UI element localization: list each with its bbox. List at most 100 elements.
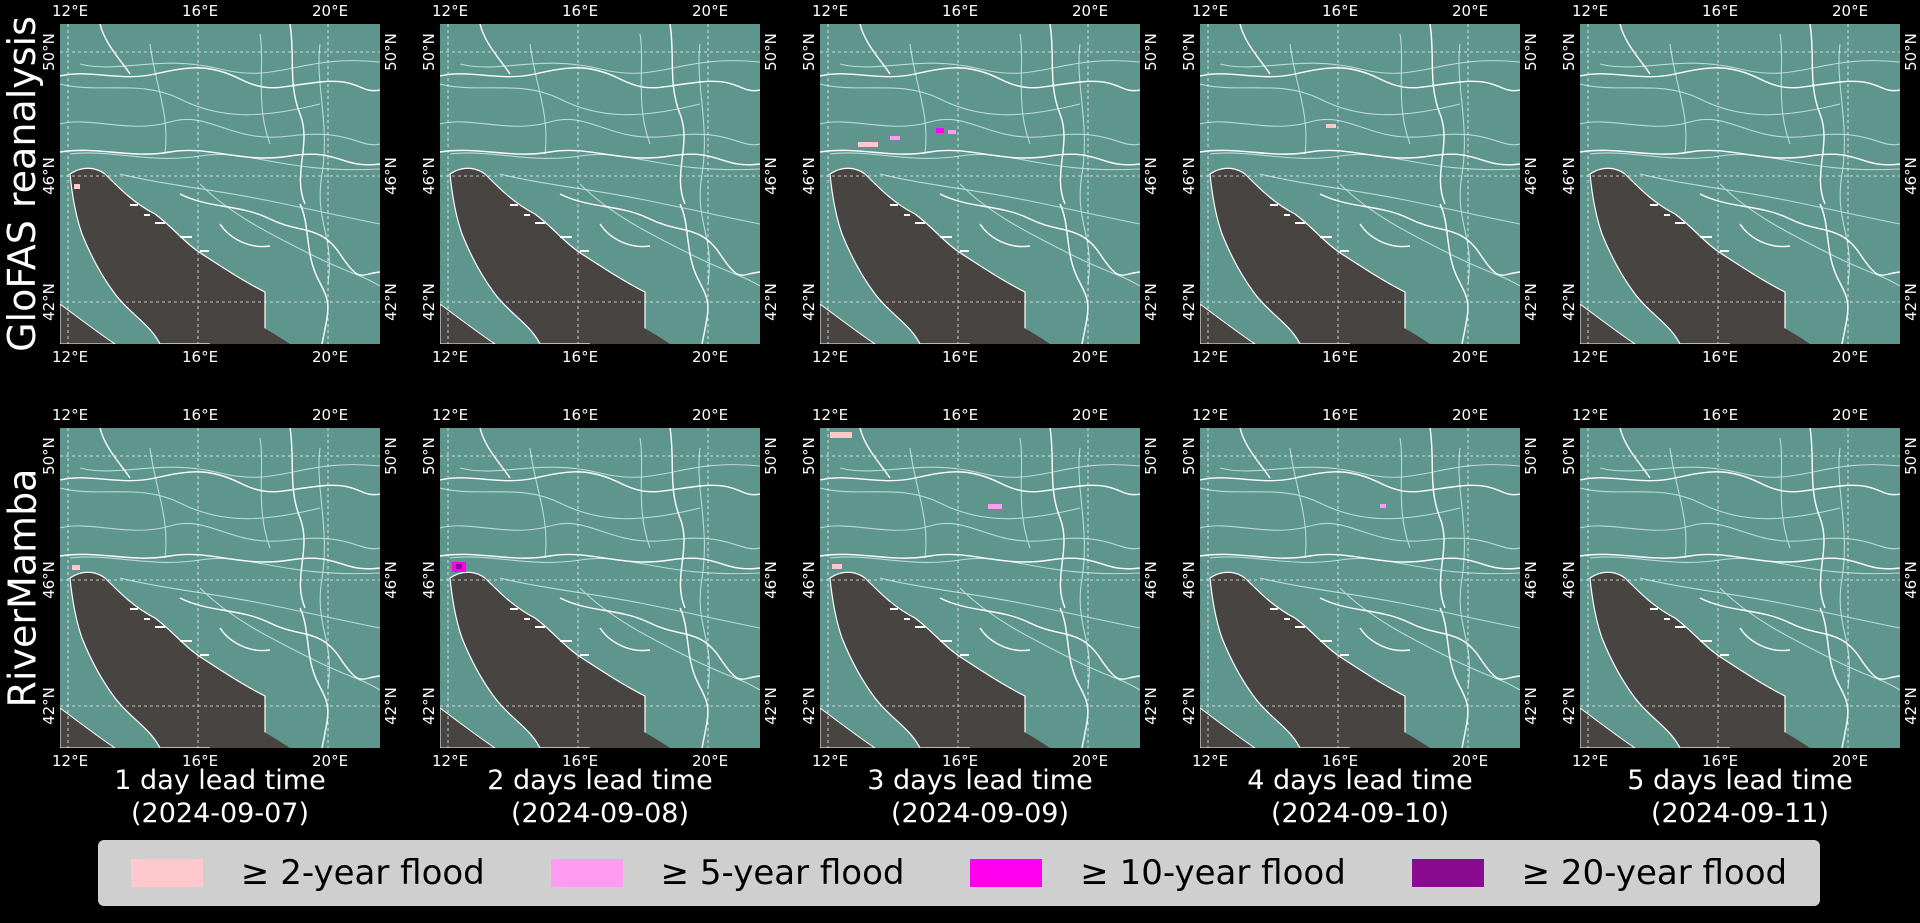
lead-time-label: 4 days lead time bbox=[1247, 765, 1473, 796]
lon-tick-label: 16°E bbox=[1322, 406, 1359, 424]
lat-tick-label: 42°N bbox=[800, 687, 818, 725]
lat-tick-label: 50°N bbox=[800, 33, 818, 71]
lon-tick-label: 16°E bbox=[1702, 2, 1739, 20]
legend-swatch-5yr bbox=[550, 859, 623, 887]
lon-tick-label: 20°E bbox=[1452, 752, 1489, 770]
lon-tick-label: 12°E bbox=[1192, 752, 1229, 770]
lon-tick-label: 20°E bbox=[1072, 348, 1109, 366]
map-panel bbox=[1580, 24, 1900, 344]
flood-marker bbox=[830, 432, 852, 438]
lat-tick-label: 42°N bbox=[1560, 687, 1578, 725]
legend-label-2yr: ≥ 2-year flood bbox=[240, 853, 485, 893]
lon-tick-label: 16°E bbox=[1702, 752, 1739, 770]
lat-tick-label: 50°N bbox=[800, 437, 818, 475]
flood-marker bbox=[936, 128, 944, 133]
map-panel bbox=[820, 428, 1140, 748]
lead-date-label: (2024-09-10) bbox=[1271, 798, 1449, 829]
lon-tick-label: 20°E bbox=[1452, 348, 1489, 366]
lat-tick-label: 46°N bbox=[1902, 157, 1920, 195]
lon-tick-label: 12°E bbox=[1572, 2, 1609, 20]
lon-tick-label: 16°E bbox=[942, 2, 979, 20]
lat-tick-label: 50°N bbox=[762, 33, 780, 71]
legend-swatch-10yr bbox=[970, 859, 1043, 887]
flood-marker bbox=[832, 564, 842, 569]
lat-tick-label: 50°N bbox=[1522, 33, 1540, 71]
flood-marker bbox=[890, 136, 900, 140]
column-caption: 4 days lead time (2024-09-10) bbox=[1170, 764, 1550, 830]
row-label-glofas: GloFAS reanalysis bbox=[0, 16, 44, 352]
lat-tick-label: 42°N bbox=[382, 283, 400, 321]
lat-tick-label: 50°N bbox=[1902, 33, 1920, 71]
lat-tick-label: 50°N bbox=[1560, 33, 1578, 71]
map-panel bbox=[440, 428, 760, 748]
lat-tick-label: 42°N bbox=[382, 687, 400, 725]
legend-label-10yr: ≥ 10-year flood bbox=[1080, 853, 1346, 893]
lat-tick-label: 50°N bbox=[1142, 437, 1160, 475]
lat-tick-label: 42°N bbox=[420, 687, 438, 725]
lat-tick-label: 50°N bbox=[1522, 437, 1540, 475]
lon-tick-label: 16°E bbox=[1702, 406, 1739, 424]
row-label-text: RiverMamba bbox=[0, 468, 45, 708]
lon-tick-label: 16°E bbox=[182, 752, 219, 770]
lat-tick-label: 42°N bbox=[1522, 283, 1540, 321]
lat-tick-label: 42°N bbox=[1180, 687, 1198, 725]
map-panel bbox=[820, 24, 1140, 344]
lat-tick-label: 42°N bbox=[762, 687, 780, 725]
lon-tick-label: 20°E bbox=[312, 752, 349, 770]
lon-tick-label: 16°E bbox=[562, 348, 599, 366]
lat-tick-label: 46°N bbox=[800, 157, 818, 195]
legend-item-10yr: ≥ 10-year flood bbox=[970, 853, 1346, 893]
lead-time-label: 1 day lead time bbox=[114, 765, 326, 796]
lon-tick-label: 20°E bbox=[692, 348, 729, 366]
lon-tick-label: 20°E bbox=[1832, 752, 1869, 770]
lon-tick-label: 20°E bbox=[1832, 2, 1869, 20]
legend-label-20yr: ≥ 20-year flood bbox=[1521, 853, 1788, 893]
lon-tick-label: 12°E bbox=[52, 406, 89, 424]
lat-tick-label: 46°N bbox=[1902, 561, 1920, 599]
lat-tick-label: 50°N bbox=[1902, 437, 1920, 475]
lon-tick-label: 20°E bbox=[1072, 2, 1109, 20]
lat-tick-label: 42°N bbox=[40, 687, 58, 725]
lon-tick-label: 12°E bbox=[812, 2, 849, 20]
lon-tick-label: 16°E bbox=[1322, 348, 1359, 366]
lat-tick-label: 42°N bbox=[1902, 283, 1920, 321]
legend-item-20yr: ≥ 20-year flood bbox=[1411, 853, 1788, 893]
column-caption: 1 day lead time (2024-09-07) bbox=[30, 764, 410, 830]
lat-tick-label: 46°N bbox=[1142, 157, 1160, 195]
lon-tick-label: 20°E bbox=[1072, 406, 1109, 424]
lat-tick-label: 46°N bbox=[1180, 157, 1198, 195]
lead-date-label: (2024-09-07) bbox=[131, 798, 309, 829]
lat-tick-label: 50°N bbox=[762, 437, 780, 475]
lon-tick-label: 12°E bbox=[1572, 348, 1609, 366]
lon-tick-label: 12°E bbox=[432, 2, 469, 20]
lat-tick-label: 46°N bbox=[1522, 157, 1540, 195]
lat-tick-label: 46°N bbox=[1560, 561, 1578, 599]
lon-tick-label: 20°E bbox=[1452, 2, 1489, 20]
lat-tick-label: 42°N bbox=[762, 283, 780, 321]
lon-tick-label: 20°E bbox=[1072, 752, 1109, 770]
lon-tick-label: 16°E bbox=[942, 406, 979, 424]
flood-marker bbox=[948, 130, 956, 134]
lead-time-label: 2 days lead time bbox=[487, 765, 713, 796]
lon-tick-label: 16°E bbox=[562, 406, 599, 424]
lon-tick-label: 20°E bbox=[1832, 348, 1869, 366]
lon-tick-label: 12°E bbox=[52, 348, 89, 366]
flood-marker bbox=[988, 504, 1002, 509]
lon-tick-label: 12°E bbox=[1192, 406, 1229, 424]
lat-tick-label: 46°N bbox=[762, 157, 780, 195]
lon-tick-label: 20°E bbox=[312, 348, 349, 366]
lon-tick-label: 12°E bbox=[1192, 348, 1229, 366]
lon-tick-label: 12°E bbox=[1572, 752, 1609, 770]
map-panel bbox=[60, 24, 380, 344]
lon-tick-label: 20°E bbox=[692, 2, 729, 20]
lon-tick-label: 12°E bbox=[52, 752, 89, 770]
lat-tick-label: 46°N bbox=[40, 561, 58, 599]
legend-label-5yr: ≥ 5-year flood bbox=[660, 853, 905, 893]
lon-tick-label: 12°E bbox=[432, 752, 469, 770]
column-caption: 2 days lead time (2024-09-08) bbox=[410, 764, 790, 830]
lat-tick-label: 46°N bbox=[420, 561, 438, 599]
lat-tick-label: 42°N bbox=[420, 283, 438, 321]
flood-marker bbox=[1380, 504, 1386, 508]
lon-tick-label: 12°E bbox=[432, 406, 469, 424]
lat-tick-label: 46°N bbox=[40, 157, 58, 195]
